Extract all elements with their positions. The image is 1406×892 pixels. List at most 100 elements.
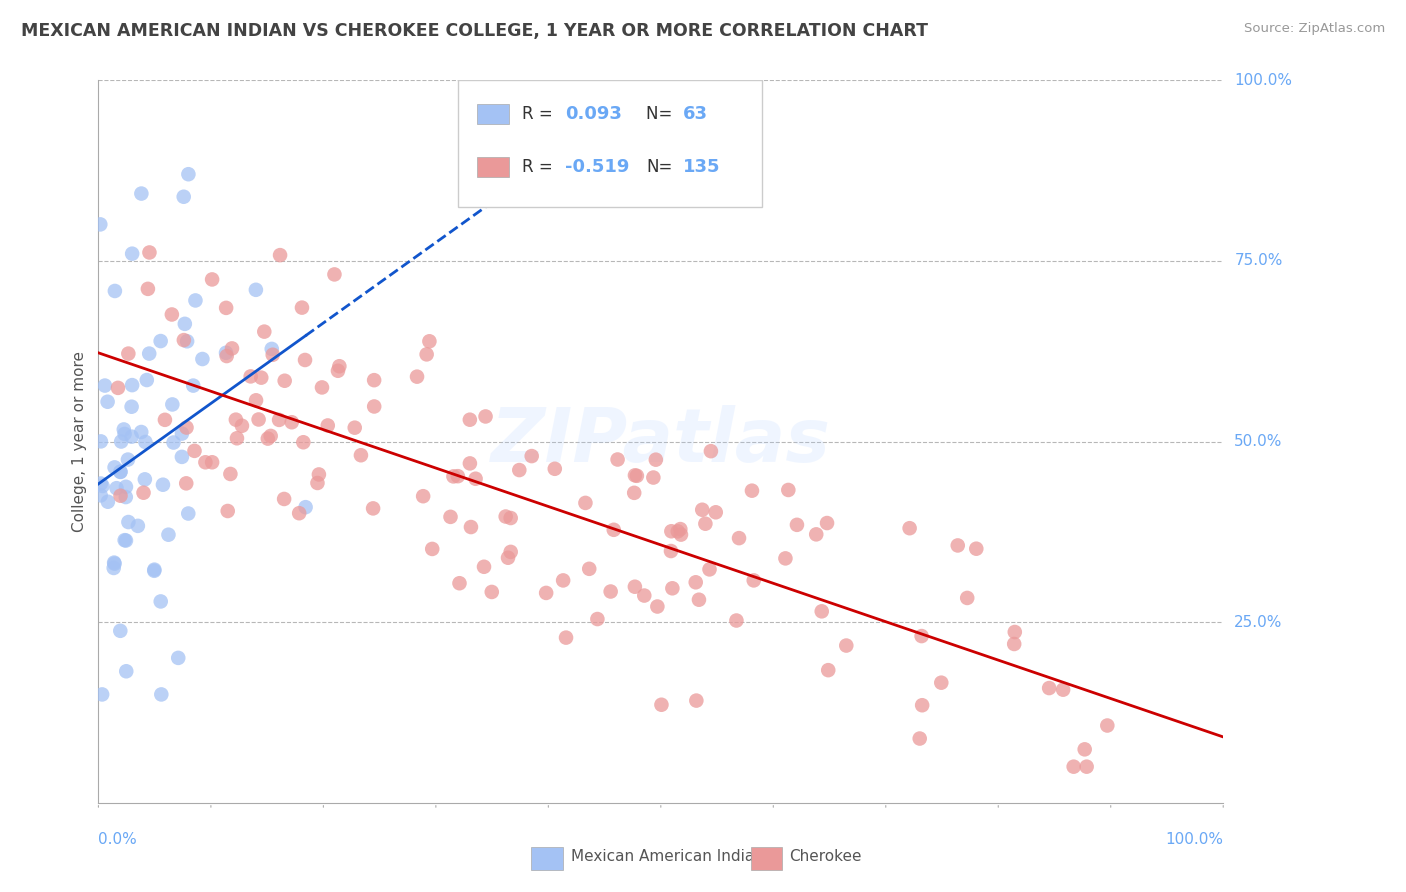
Point <box>1063 760 1085 774</box>
Point <box>117 346 139 360</box>
Point <box>292 435 315 450</box>
Point <box>215 345 238 359</box>
Point <box>316 418 339 433</box>
Point <box>245 283 267 297</box>
Point <box>173 317 195 331</box>
Point <box>110 465 132 479</box>
Text: Cherokee: Cherokee <box>789 849 862 864</box>
Text: N=: N= <box>647 105 678 123</box>
Point <box>699 562 721 576</box>
Point <box>659 544 682 558</box>
Point <box>167 651 190 665</box>
Point <box>143 563 166 577</box>
Point <box>262 348 284 362</box>
Point <box>94 378 117 392</box>
Point <box>170 426 193 441</box>
Point <box>90 488 112 502</box>
Point <box>181 378 204 392</box>
Point <box>778 483 800 497</box>
Point <box>97 494 120 508</box>
Point <box>343 420 366 434</box>
Point <box>97 394 120 409</box>
Point <box>160 308 183 322</box>
Point <box>114 533 136 548</box>
Point <box>194 455 217 469</box>
Point <box>775 551 797 566</box>
Point <box>623 486 645 500</box>
Point <box>361 501 384 516</box>
Point <box>90 476 112 491</box>
FancyBboxPatch shape <box>531 847 562 870</box>
Point <box>173 333 195 347</box>
Point <box>661 582 683 596</box>
Point <box>176 420 198 434</box>
Point <box>666 524 689 539</box>
Point <box>134 472 156 486</box>
Point <box>946 538 969 552</box>
Point <box>458 457 481 471</box>
Point <box>685 575 707 590</box>
Point <box>183 443 205 458</box>
Text: N=: N= <box>647 158 672 176</box>
Point <box>418 334 440 349</box>
Point <box>910 629 932 643</box>
Point <box>260 342 283 356</box>
Point <box>786 517 808 532</box>
Point <box>350 448 373 462</box>
Point <box>253 325 276 339</box>
Point <box>103 561 125 575</box>
Point <box>91 687 114 701</box>
Point <box>177 507 200 521</box>
Point <box>226 431 249 445</box>
Point <box>127 519 149 533</box>
Point <box>162 397 184 411</box>
Point <box>742 574 765 588</box>
Point <box>250 370 273 384</box>
Point <box>201 455 224 469</box>
Point <box>810 604 832 618</box>
Point <box>311 380 333 394</box>
Point <box>221 342 243 356</box>
Point <box>688 592 710 607</box>
Text: 50.0%: 50.0% <box>1234 434 1282 449</box>
Point <box>170 450 193 464</box>
Point <box>449 576 471 591</box>
Point <box>129 425 152 439</box>
Point <box>474 409 496 424</box>
Text: Mexican American Indians: Mexican American Indians <box>571 849 772 864</box>
Point <box>225 412 247 426</box>
Point <box>219 467 242 481</box>
Point <box>586 612 609 626</box>
Point <box>132 485 155 500</box>
Point <box>115 665 138 679</box>
Point <box>481 585 503 599</box>
Point <box>162 435 184 450</box>
Point <box>173 190 195 204</box>
Point <box>447 469 470 483</box>
Point <box>177 167 200 181</box>
Point <box>273 491 295 506</box>
Point <box>741 483 763 498</box>
Point <box>273 374 295 388</box>
Point <box>412 489 434 503</box>
Point <box>911 698 934 713</box>
Text: Source: ZipAtlas.com: Source: ZipAtlas.com <box>1244 22 1385 36</box>
Point <box>215 349 238 363</box>
Point <box>815 516 838 530</box>
Point <box>149 334 172 348</box>
FancyBboxPatch shape <box>751 847 782 870</box>
Point <box>121 400 143 414</box>
Point <box>1076 760 1098 774</box>
Point <box>134 434 156 449</box>
Point <box>323 268 346 282</box>
Text: R =: R = <box>523 158 558 176</box>
Point <box>555 631 578 645</box>
Point <box>247 412 270 426</box>
Point <box>231 418 253 433</box>
Point <box>157 527 180 541</box>
Point <box>281 415 304 429</box>
Point <box>458 413 481 427</box>
Point <box>131 186 153 201</box>
Point <box>121 378 143 392</box>
Point <box>174 476 197 491</box>
